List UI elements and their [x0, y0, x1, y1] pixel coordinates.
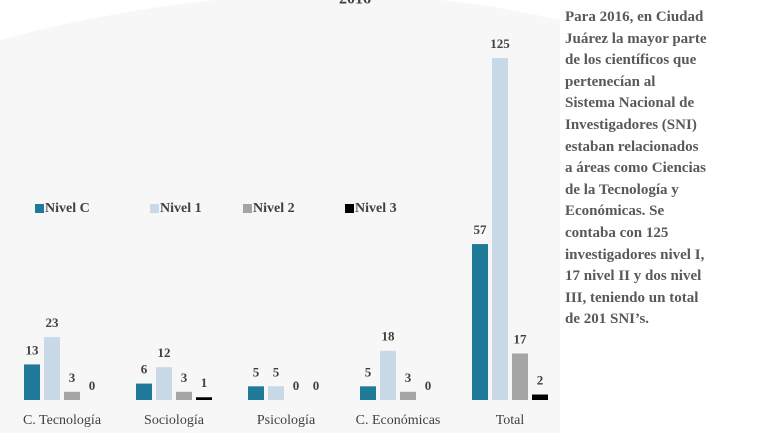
chart-title: 2016	[339, 0, 371, 8]
x-tick-label: Psicología	[257, 413, 316, 428]
legend-label: Nivel 2	[253, 201, 295, 216]
bar	[196, 397, 212, 400]
bar	[136, 383, 152, 400]
note-line: contaba con 125	[565, 224, 669, 241]
chart: 2016 C. Tecnología132330Sociología61231P…	[0, 0, 560, 433]
bar	[64, 391, 80, 400]
data-label: 18	[382, 329, 396, 344]
legend-swatch	[150, 204, 159, 213]
note-line: Para 2016, en Ciudad	[565, 9, 704, 25]
bar	[472, 244, 488, 400]
data-label: 13	[26, 342, 40, 357]
note-line: Investigadores (SNI)	[565, 116, 697, 133]
data-label: 0	[293, 378, 300, 393]
data-label: 2	[537, 373, 544, 388]
data-label: 57	[474, 222, 488, 237]
data-label: 5	[253, 364, 260, 379]
note: Para 2016, en Ciudad Juárez la mayor part…	[565, 7, 770, 331]
bar	[268, 386, 284, 400]
data-label: 5	[273, 364, 280, 379]
data-label: 1	[201, 375, 208, 390]
data-label: 17	[514, 331, 528, 346]
bar	[492, 58, 508, 400]
note-line: 17 nivel II y dos nivel	[565, 268, 702, 285]
data-label: 12	[158, 345, 171, 360]
bar	[360, 386, 376, 400]
note-line: estaban relacionados	[565, 138, 699, 155]
note-line: de la Tecnología y	[565, 181, 679, 198]
legend-label: Nivel 3	[355, 201, 397, 216]
legend-swatch	[35, 204, 44, 213]
note-line: Juárez la mayor parte	[565, 30, 707, 47]
bar	[248, 386, 264, 400]
legend-label: Nivel C	[45, 201, 90, 216]
note-line: investigadores nivel I,	[565, 246, 705, 263]
bar	[512, 353, 528, 400]
data-label: 23	[46, 315, 60, 330]
bar	[176, 391, 192, 400]
x-tick-label: C. Económicas	[356, 413, 441, 428]
x-tick-label: Sociología	[144, 413, 205, 428]
background-shape	[0, 0, 560, 433]
note-line: a áreas como Ciencias	[565, 160, 706, 177]
bar	[44, 337, 60, 400]
bar	[24, 364, 40, 400]
note-line: de los científicos que	[565, 52, 697, 69]
note-line: Sistema Nacional de	[565, 95, 695, 112]
data-label: 0	[313, 378, 320, 393]
bar	[156, 367, 172, 400]
data-label: 125	[490, 36, 510, 51]
legend-swatch	[345, 204, 354, 213]
data-label: 3	[69, 370, 76, 385]
bar	[400, 391, 416, 400]
data-label: 5	[365, 364, 372, 379]
data-label: 3	[181, 370, 188, 385]
data-label: 6	[141, 362, 148, 377]
data-label: 3	[405, 370, 412, 385]
legend-swatch	[243, 204, 252, 213]
bar	[532, 394, 548, 400]
data-label: 0	[425, 378, 432, 393]
bar	[380, 350, 396, 400]
note-line: Económicas. Se	[565, 203, 665, 220]
data-label: 0	[89, 378, 96, 393]
x-tick-label: Total	[496, 413, 525, 428]
note-line: III, teniendo un total	[565, 289, 699, 306]
legend-label: Nivel 1	[160, 201, 202, 216]
x-tick-label: C. Tecnología	[23, 413, 102, 428]
note-line: de 201 SNI’s.	[565, 311, 650, 328]
note-line: pertenecían al	[565, 73, 656, 90]
